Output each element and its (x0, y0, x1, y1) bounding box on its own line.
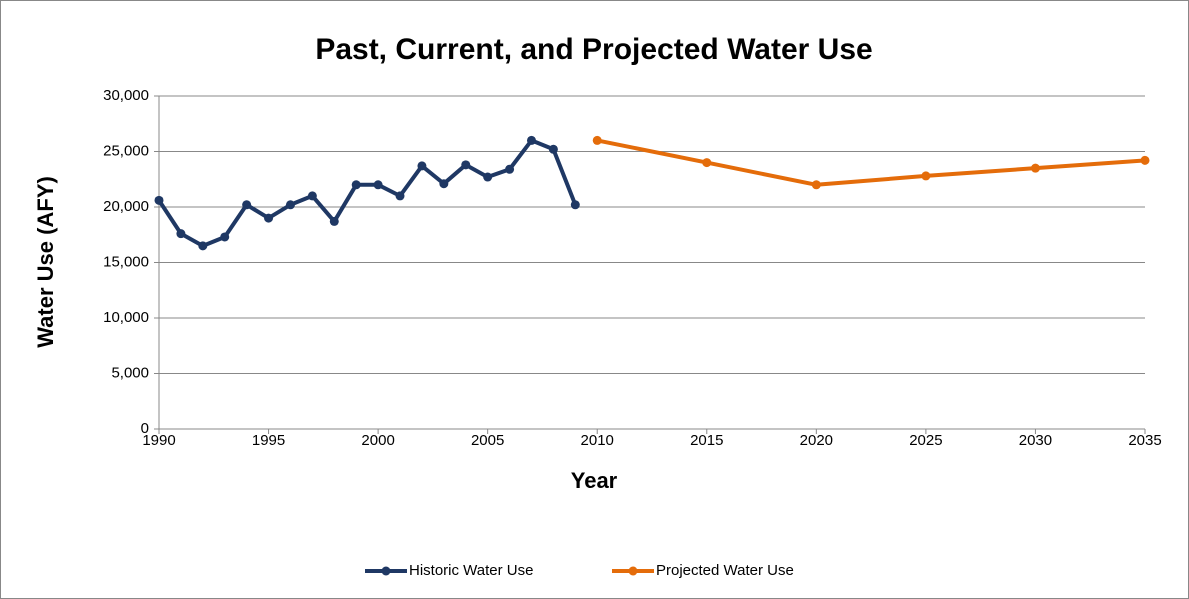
data-point (220, 232, 230, 242)
data-point (351, 180, 361, 190)
x-tick-label: 2015 (690, 432, 723, 449)
data-point (307, 191, 317, 201)
y-axis-title: Water Use (AFY) (33, 176, 58, 348)
data-point (176, 229, 186, 239)
data-point (461, 160, 471, 170)
x-tick-label: 2025 (909, 432, 942, 449)
series-line (596, 138, 1146, 187)
x-axis-title: Year (571, 468, 618, 493)
legend-marker (381, 566, 391, 576)
data-point (285, 200, 295, 210)
x-tick-label: 2020 (800, 432, 833, 449)
data-point (154, 195, 164, 205)
x-tick-label: 2030 (1019, 432, 1052, 449)
data-point (198, 241, 208, 251)
y-tick-label: 30,000 (103, 87, 149, 104)
x-tick-label: 1990 (142, 432, 175, 449)
data-point (483, 172, 493, 182)
x-tick-label: 2005 (471, 432, 504, 449)
y-tick-label: 15,000 (103, 253, 149, 270)
data-point (526, 135, 536, 145)
data-point (242, 200, 252, 210)
x-tick-label: 2010 (581, 432, 614, 449)
legend-label: Projected Water Use (656, 562, 794, 579)
legend-label: Historic Water Use (409, 562, 533, 579)
data-point (264, 213, 274, 223)
x-tick-label: 2035 (1128, 432, 1161, 449)
data-point (417, 161, 427, 171)
legend-marker (628, 566, 638, 576)
data-point (811, 180, 821, 190)
data-point (592, 135, 602, 145)
y-tick-label: 10,000 (103, 309, 149, 326)
y-tick-label: 20,000 (103, 198, 149, 215)
data-point (505, 164, 515, 174)
data-point (548, 144, 558, 154)
data-point (921, 171, 931, 181)
data-point (702, 158, 712, 168)
y-tick-label: 0 (141, 420, 149, 437)
data-point (439, 179, 449, 189)
x-tick-label: 1995 (252, 432, 285, 449)
data-point (1140, 155, 1150, 165)
y-tick-label: 25,000 (103, 142, 149, 159)
data-point (1030, 163, 1040, 173)
data-point (570, 200, 580, 210)
data-point (395, 191, 405, 201)
y-tick-label: 5,000 (111, 364, 149, 381)
x-tick-label: 2000 (361, 432, 394, 449)
chart-title: Past, Current, and Projected Water Use (315, 33, 872, 66)
data-point (373, 180, 383, 190)
data-point (329, 216, 339, 226)
